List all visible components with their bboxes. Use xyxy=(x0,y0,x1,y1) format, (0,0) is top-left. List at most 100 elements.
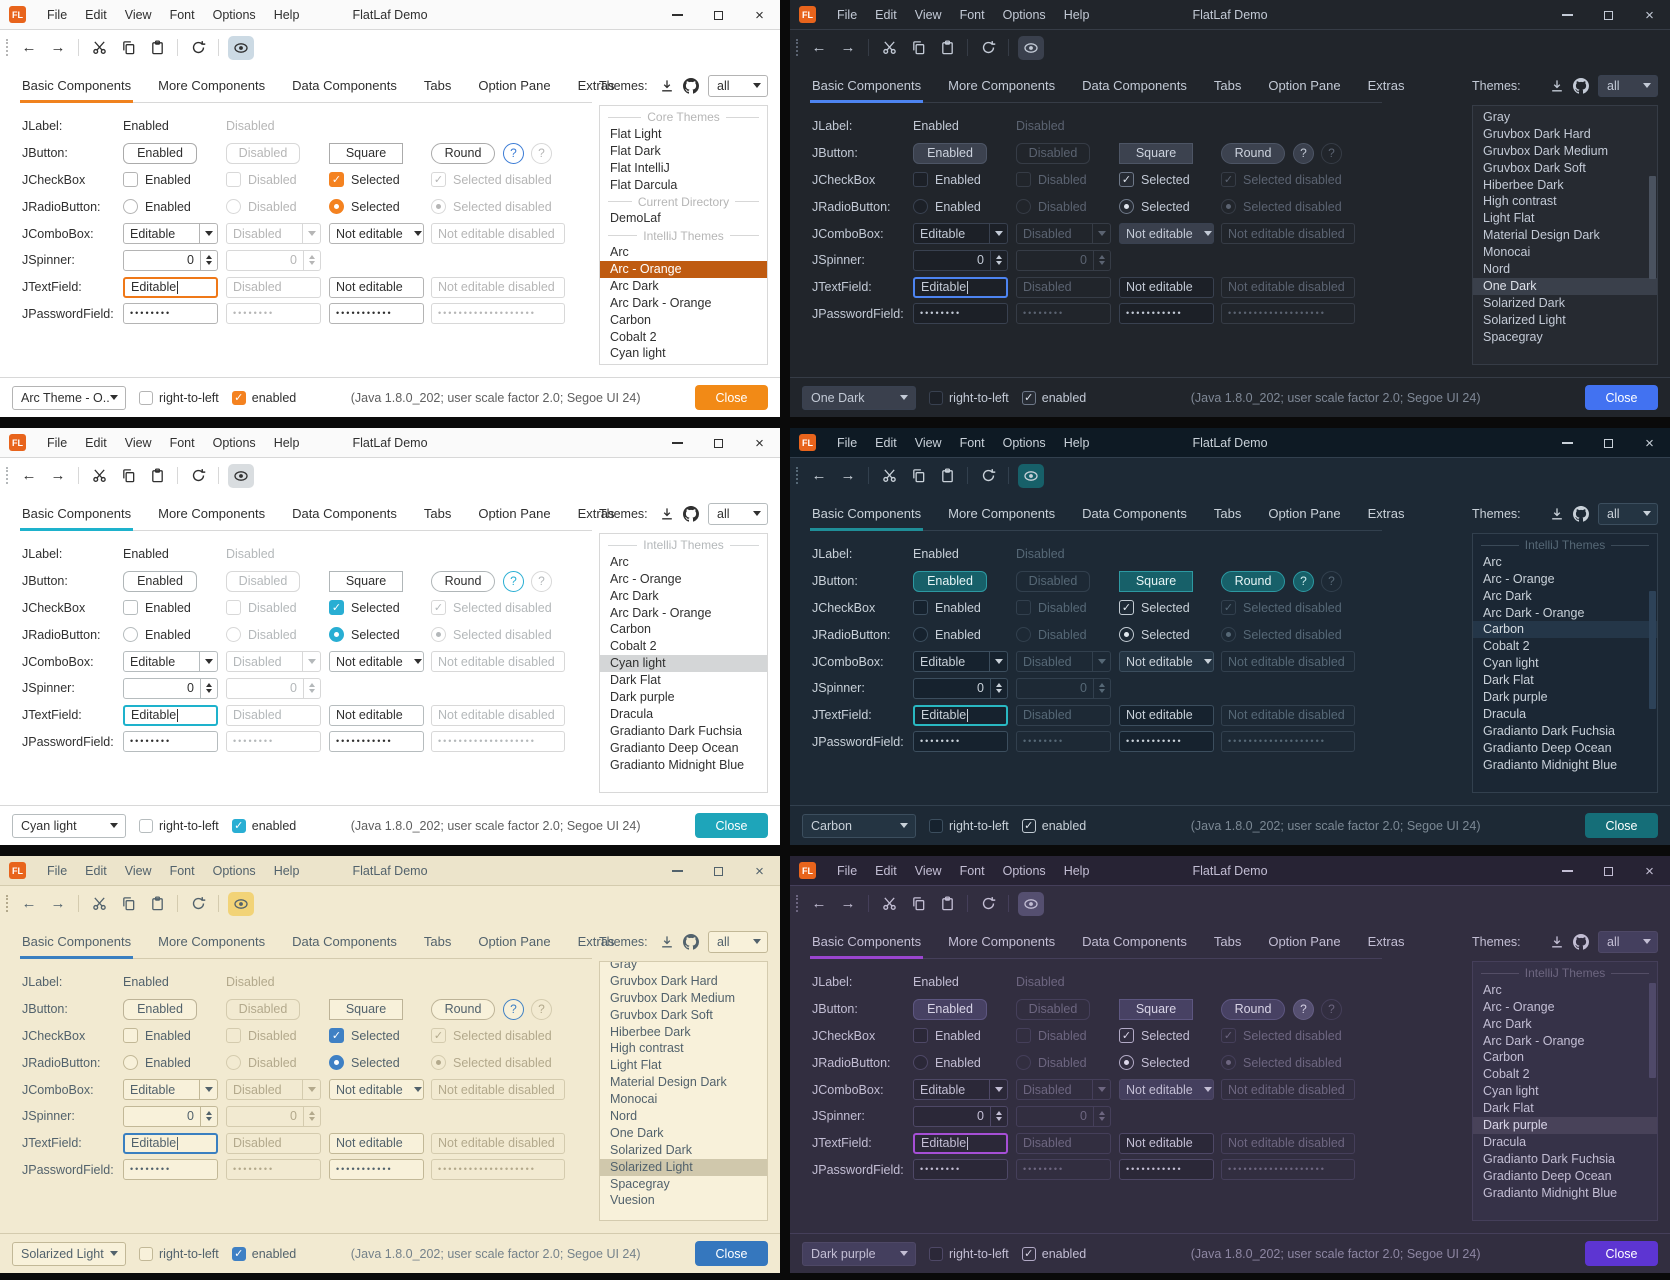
theme-list-item-solarized-dark[interactable]: Solarized Dark xyxy=(1483,295,1565,310)
tab-basic-components[interactable]: Basic Components xyxy=(809,78,924,103)
back-icon[interactable]: ← xyxy=(811,39,827,56)
theme-list-item-solarized-dark[interactable]: Solarized Dark xyxy=(610,1142,692,1157)
jbutton-square-button[interactable]: Square xyxy=(1119,142,1193,164)
theme-list-item-high-contrast[interactable]: High contrast xyxy=(610,1041,684,1056)
jradiobutton-enabled[interactable]: Enabled xyxy=(123,199,226,215)
jcombobox-not-editable[interactable]: Not editable xyxy=(1119,1079,1214,1101)
theme-selector-dropdown[interactable]: Arc Theme - O... xyxy=(12,385,126,410)
show-hidden-eye-icon[interactable] xyxy=(1018,35,1044,60)
jcheckbox-selected[interactable]: ✓ Selected xyxy=(1119,1028,1221,1044)
theme-selector-dropdown[interactable]: Carbon xyxy=(802,813,916,838)
jbutton-enabled-button[interactable]: Enabled xyxy=(123,570,197,592)
menu-item-font[interactable]: Font xyxy=(959,863,985,878)
theme-list-item-arc-dark-orange[interactable]: Arc Dark - Orange xyxy=(1483,1033,1585,1048)
cut-icon[interactable] xyxy=(88,893,110,915)
jcheckbox-enabled[interactable]: Enabled xyxy=(123,172,226,188)
back-icon[interactable]: ← xyxy=(21,39,37,56)
tab-more-components[interactable]: More Components xyxy=(158,506,266,521)
download-icon[interactable] xyxy=(660,79,674,93)
theme-list-item-dark-purple[interactable]: Dark purple xyxy=(1483,690,1548,705)
forward-icon[interactable]: → xyxy=(50,467,66,484)
refresh-icon[interactable] xyxy=(977,465,999,487)
help-button[interactable]: ? xyxy=(1293,570,1314,592)
tab-basic-components[interactable]: Basic Components xyxy=(19,78,134,103)
maximize-icon[interactable] xyxy=(698,0,739,30)
enabled-checkbox[interactable]: ✓ enabled xyxy=(1021,1246,1086,1261)
theme-selector-dropdown[interactable]: One Dark xyxy=(802,385,916,410)
copy-icon[interactable] xyxy=(117,465,139,487)
theme-list-item-gradianto-dark-fuchsia[interactable]: Gradianto Dark Fuchsia xyxy=(1483,723,1616,738)
jradiobutton-enabled[interactable]: Enabled xyxy=(123,627,226,643)
github-icon[interactable] xyxy=(683,933,699,950)
theme-list-item-dracula[interactable]: Dracula xyxy=(1483,1134,1527,1149)
theme-list-item-monocai[interactable]: Monocai xyxy=(1483,245,1531,260)
tab-tabs[interactable]: Tabs xyxy=(1213,506,1242,521)
jbutton-enabled-button[interactable]: Enabled xyxy=(913,142,987,164)
tab-more-components[interactable]: More Components xyxy=(158,78,266,93)
github-icon[interactable] xyxy=(683,77,699,94)
show-hidden-eye-icon[interactable] xyxy=(228,463,254,488)
jcheckbox-selected[interactable]: ✓ Selected xyxy=(329,1028,431,1044)
jcheckbox-selected[interactable]: ✓ Selected xyxy=(1119,172,1221,188)
jcombobox-not-editable[interactable]: Not editable xyxy=(329,651,424,673)
jpasswordfield-enabled[interactable]: •••••••• xyxy=(123,1159,218,1181)
cut-icon[interactable] xyxy=(878,465,900,487)
back-icon[interactable]: ← xyxy=(21,467,37,484)
theme-list-item-vuesion[interactable]: Vuesion xyxy=(610,1193,655,1208)
jbutton-round-button[interactable]: Round xyxy=(431,998,495,1020)
download-icon[interactable] xyxy=(1550,507,1564,521)
theme-list-item-gruvbox-dark-hard[interactable]: Gruvbox Dark Hard xyxy=(1483,126,1591,141)
tab-data-components[interactable]: Data Components xyxy=(1082,78,1187,93)
theme-list-item-arc-dark[interactable]: Arc Dark xyxy=(1483,1016,1532,1031)
jcombobox-editable[interactable]: Editable xyxy=(123,651,218,673)
github-icon[interactable] xyxy=(1573,77,1589,94)
jcheckbox-enabled[interactable]: Enabled xyxy=(123,1028,226,1044)
jcheckbox-enabled[interactable]: Enabled xyxy=(913,172,1016,188)
menu-item-edit[interactable]: Edit xyxy=(875,7,897,22)
jbutton-enabled-button[interactable]: Enabled xyxy=(913,998,987,1020)
help-button[interactable]: ? xyxy=(503,570,524,592)
enabled-checkbox[interactable]: ✓ enabled xyxy=(231,818,296,833)
theme-list-item-dark-flat[interactable]: Dark Flat xyxy=(610,673,661,688)
theme-list-item-demolaf[interactable]: DemoLaf xyxy=(610,211,661,226)
tab-more-components[interactable]: More Components xyxy=(948,506,1056,521)
minimize-icon[interactable] xyxy=(657,0,698,30)
paste-icon[interactable] xyxy=(936,465,958,487)
toolbar-grip[interactable] xyxy=(796,895,799,912)
tab-data-components[interactable]: Data Components xyxy=(292,934,397,949)
paste-icon[interactable] xyxy=(146,893,168,915)
tab-extras[interactable]: Extras xyxy=(1367,934,1405,949)
theme-list-item-arc-orange[interactable]: Arc - Orange xyxy=(1483,999,1555,1014)
scrollbar-thumb[interactable] xyxy=(1649,982,1656,1079)
theme-list-item-flat-dark[interactable]: Flat Dark xyxy=(610,143,661,158)
minimize-icon[interactable] xyxy=(1547,856,1588,886)
tab-basic-components[interactable]: Basic Components xyxy=(809,934,924,959)
jtextfield-editable[interactable]: Editable xyxy=(123,704,218,726)
theme-list-item-high-contrast[interactable]: High contrast xyxy=(1483,194,1557,209)
menu-item-edit[interactable]: Edit xyxy=(875,863,897,878)
tab-data-components[interactable]: Data Components xyxy=(292,506,397,521)
themes-filter-dropdown[interactable]: all xyxy=(708,502,768,525)
enabled-checkbox[interactable]: ✓ enabled xyxy=(1021,390,1086,405)
copy-icon[interactable] xyxy=(117,37,139,59)
theme-list-item-cyan-light[interactable]: Cyan light xyxy=(1483,1084,1539,1099)
theme-list-item-arc-dark-orange[interactable]: Arc Dark - Orange xyxy=(610,295,712,310)
menu-item-file[interactable]: File xyxy=(47,435,68,450)
themes-filter-dropdown[interactable]: all xyxy=(1598,74,1658,97)
jradiobutton-enabled[interactable]: Enabled xyxy=(913,199,1016,215)
enabled-checkbox[interactable]: ✓ enabled xyxy=(231,390,296,405)
jtextfield-editable[interactable]: Editable xyxy=(913,276,1008,298)
help-button[interactable]: ? xyxy=(503,142,524,164)
toolbar-grip[interactable] xyxy=(796,39,799,56)
back-icon[interactable]: ← xyxy=(21,895,37,912)
show-hidden-eye-icon[interactable] xyxy=(1018,463,1044,488)
theme-list-item-gradianto-dark-fuchsia[interactable]: Gradianto Dark Fuchsia xyxy=(610,723,743,738)
maximize-icon[interactable] xyxy=(1588,0,1629,30)
menu-item-file[interactable]: File xyxy=(837,7,858,22)
copy-icon[interactable] xyxy=(117,893,139,915)
close-icon[interactable]: × xyxy=(755,434,764,452)
forward-icon[interactable]: → xyxy=(840,895,856,912)
menu-item-font[interactable]: Font xyxy=(169,863,195,878)
tab-tabs[interactable]: Tabs xyxy=(423,506,452,521)
tab-option-pane[interactable]: Option Pane xyxy=(478,934,551,949)
